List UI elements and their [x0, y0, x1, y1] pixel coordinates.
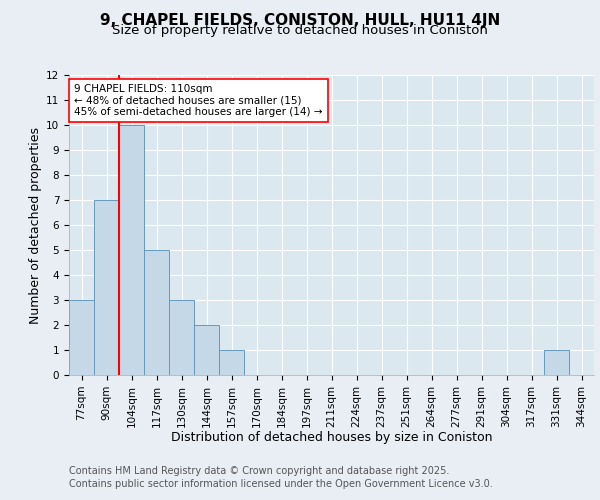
Text: Contains HM Land Registry data © Crown copyright and database right 2025.
Contai: Contains HM Land Registry data © Crown c… [69, 466, 493, 489]
Bar [94, 200, 119, 375]
Bar [544, 350, 569, 375]
Text: 9, CHAPEL FIELDS, CONISTON, HULL, HU11 4JN: 9, CHAPEL FIELDS, CONISTON, HULL, HU11 4… [100, 12, 500, 28]
Y-axis label: Number of detached properties: Number of detached properties [29, 126, 42, 324]
Bar [69, 300, 94, 375]
Bar [194, 325, 219, 375]
Text: Size of property relative to detached houses in Coniston: Size of property relative to detached ho… [112, 24, 488, 37]
Text: 9 CHAPEL FIELDS: 110sqm
← 48% of detached houses are smaller (15)
45% of semi-de: 9 CHAPEL FIELDS: 110sqm ← 48% of detache… [74, 84, 323, 117]
Bar [119, 125, 144, 375]
Bar [144, 250, 169, 375]
X-axis label: Distribution of detached houses by size in Coniston: Distribution of detached houses by size … [171, 431, 492, 444]
Bar [219, 350, 244, 375]
Bar [169, 300, 194, 375]
